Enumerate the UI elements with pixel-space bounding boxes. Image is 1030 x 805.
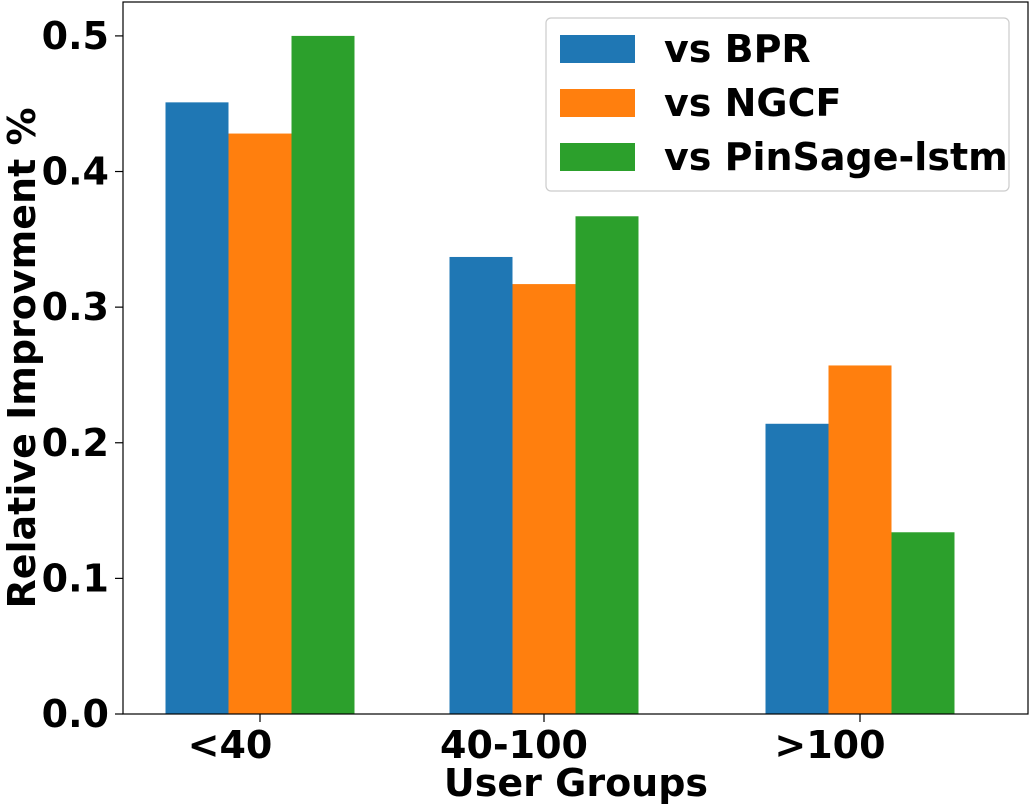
plot-frame: [122, 1, 1029, 715]
legend-frame: [545, 17, 1010, 192]
x-axis: <40 40-100 >100: [188, 714, 886, 767]
bar: [828, 365, 892, 714]
bar: [449, 256, 513, 714]
bars-layer: [165, 35, 955, 715]
legend-label: vs BPR: [664, 27, 811, 71]
bar: [228, 133, 292, 714]
bar: [291, 35, 355, 714]
bar: [512, 284, 576, 714]
legend-label: vs NGCF: [664, 81, 841, 125]
legend: vs BPR vs NGCF vs PinSage-lstm: [545, 17, 1010, 192]
y-axis-label: Relative Improvment %: [0, 107, 44, 608]
x-axis-label: User Groups: [444, 761, 708, 805]
y-tick-label: 0.5: [42, 14, 109, 58]
bar: [891, 532, 955, 714]
x-tick-label: <40: [188, 723, 273, 767]
legend-swatch: [560, 35, 635, 63]
y-axis: 0.0 0.1 0.2 0.3 0.4 0.5: [42, 14, 123, 736]
y-tick-label: 0.3: [42, 285, 109, 329]
legend-swatch: [560, 143, 635, 171]
x-tick-label: 40-100: [440, 723, 588, 767]
x-tick-label: >100: [774, 723, 885, 767]
bar: [575, 216, 639, 715]
bar: [165, 102, 229, 714]
y-tick-label: 0.0: [42, 692, 109, 736]
bar: [765, 423, 829, 714]
y-tick-label: 0.2: [42, 421, 109, 465]
y-tick-label: 0.4: [42, 150, 109, 194]
legend-swatch: [560, 89, 635, 117]
y-tick-label: 0.1: [42, 556, 109, 600]
legend-label: vs PinSage-lstm: [664, 135, 1008, 179]
